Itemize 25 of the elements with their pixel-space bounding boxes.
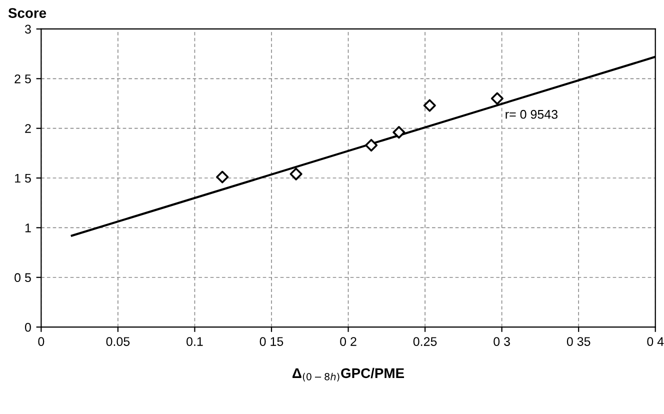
x-tick-label: 0.05 [106,337,130,346]
x-tick-label: 0.1 [186,337,203,346]
x-tick-label: 0 15 [260,337,284,346]
point [490,92,504,105]
x-tick-label: 0 35 [566,337,590,346]
point [216,170,229,184]
point [392,126,406,139]
y-axis-title: Score [8,8,46,18]
x-tick-label: 0.25 [413,337,437,346]
x-tick-label: 0 2 [340,337,356,346]
point [423,99,436,112]
x-tick-label: 0 3 [494,337,510,346]
point [290,168,302,180]
y-tick-label: 1 5 [15,174,31,183]
x-tick-label: 0 [38,337,44,346]
y-tick-label: 0 [24,322,31,332]
x-axis-title: Δ$_{(0−8h)}$GPC/PME [292,368,404,382]
y-tick-label: 2 [25,124,31,133]
x-tick-label: 0 4 [647,337,664,346]
point [365,138,378,152]
y-tick-label: 2 5 [14,74,31,84]
y-tick-label: 0 5 [14,273,31,282]
y-tick-label: 3 [24,24,31,34]
y-tick-label: 1 [25,224,31,232]
annotation: r= 0 9543 [506,110,558,119]
